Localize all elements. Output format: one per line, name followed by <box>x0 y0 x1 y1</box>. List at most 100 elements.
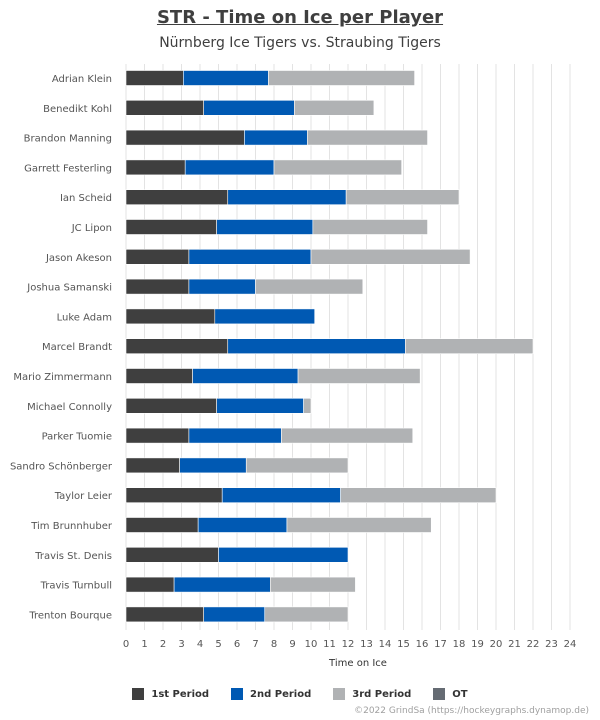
x-tick-label: 0 <box>123 639 129 650</box>
y-tick-label: Michael Connolly <box>27 402 112 413</box>
bar-2nd-period-17 <box>173 576 271 593</box>
bar-3rd-period-3 <box>273 159 402 176</box>
legend-label: OT <box>452 688 468 700</box>
bar-1st-period-7 <box>125 278 190 295</box>
legend-item: OT <box>433 688 468 700</box>
legend-swatch <box>132 688 145 700</box>
x-tick-label: 4 <box>197 639 203 650</box>
bar-2nd-period-3 <box>184 159 275 176</box>
bar-3rd-period-0 <box>268 70 415 86</box>
bar-3rd-period-6 <box>310 249 471 265</box>
chart-title: STR - Time on Ice per Player <box>156 7 444 28</box>
bar-3rd-period-9 <box>405 338 534 355</box>
x-tick-label: 13 <box>360 639 373 650</box>
bar-2nd-period-14 <box>221 487 341 504</box>
chart-subtitle: Nürnberg Ice Tigers vs. Straubing Tigers <box>159 35 441 51</box>
x-tick-label: 17 <box>434 639 447 650</box>
bar-1st-period-6 <box>125 249 190 265</box>
bar-3rd-period-1 <box>294 100 375 116</box>
y-tick-label: Ian Scheid <box>60 193 112 204</box>
bar-1st-period-17 <box>125 576 175 593</box>
y-tick-label: Mario Zimmermann <box>13 372 112 383</box>
bar-3rd-period-4 <box>345 189 460 205</box>
y-tick-label: Brandon Manning <box>24 134 112 145</box>
legend-item: 1st Period <box>132 688 209 700</box>
x-tick-label: 15 <box>397 639 410 650</box>
x-tick-label: 20 <box>490 639 503 650</box>
bar-3rd-period-18 <box>264 606 349 623</box>
y-tick-label: Trenton Bourque <box>28 610 112 621</box>
bar-3rd-period-15 <box>286 517 432 533</box>
y-tick-labels: Adrian Klein Benedikt Kohl Brandon Manning… <box>10 74 113 621</box>
bar-2nd-period-7 <box>188 278 256 295</box>
y-tick-label: Benedikt Kohl <box>43 104 112 115</box>
bar-1st-period-11 <box>125 397 217 414</box>
bar-1st-period-15 <box>125 517 199 533</box>
bar-1st-period-18 <box>125 606 204 623</box>
x-tick-label: 7 <box>252 639 258 650</box>
stacked-bar-chart: Adrian Klein Benedikt Kohl Brandon Manning… <box>10 64 577 669</box>
x-tick-label: 10 <box>305 639 318 650</box>
bar-3rd-period-13 <box>245 457 349 474</box>
y-tick-label: Joshua Samanski <box>26 283 112 294</box>
bar-1st-period-14 <box>125 487 223 504</box>
y-tick-label: Parker Tuomie <box>42 432 112 443</box>
legend: 1st Period 2nd Period 3rd Period OT <box>0 688 600 700</box>
bar-2nd-period-12 <box>188 427 282 444</box>
bar-2nd-period-1 <box>203 100 295 116</box>
y-tick-label: Taylor Leier <box>54 491 113 502</box>
x-tick-label: 16 <box>416 639 429 650</box>
legend-swatch <box>333 688 346 700</box>
y-tick-label: Jason Akeson <box>45 253 112 264</box>
y-tick-label: Tim Brunnhuber <box>30 521 113 532</box>
bar-1st-period-10 <box>125 368 193 384</box>
legend-item: 2nd Period <box>231 688 311 700</box>
x-tick-label: 9 <box>289 639 295 650</box>
bar-1st-period-3 <box>125 159 186 176</box>
x-tick-label: 23 <box>545 639 558 650</box>
x-tick-label: 2 <box>160 639 166 650</box>
y-tick-label: JC Lipon <box>71 223 112 234</box>
x-tick-label: 1 <box>141 639 147 650</box>
bar-2nd-period-4 <box>227 189 347 205</box>
y-tick-label: Adrian Klein <box>52 74 112 85</box>
y-tick-label: Marcel Brandt <box>42 342 112 353</box>
legend-swatch <box>433 688 446 700</box>
bar-3rd-period-11 <box>303 397 312 414</box>
bar-3rd-period-7 <box>255 278 364 295</box>
bar-2nd-period-15 <box>197 517 288 533</box>
bar-2nd-period-8 <box>214 308 316 325</box>
bar-2nd-period-16 <box>218 546 349 563</box>
y-tick-label: Sandro Schönberger <box>10 461 113 472</box>
x-tick-label: 5 <box>215 639 221 650</box>
bar-2nd-period-18 <box>203 606 266 623</box>
credit-text: ©2022 GrindSa (https://hockeygraphs.dyna… <box>354 706 589 716</box>
x-tick-label: 22 <box>527 639 540 650</box>
x-tick-label: 18 <box>453 639 466 650</box>
bar-3rd-period-17 <box>269 576 356 593</box>
x-tick-label: 12 <box>342 639 355 650</box>
bar-3rd-period-5 <box>312 219 428 235</box>
bar-3rd-period-14 <box>340 487 497 504</box>
x-tick-labels: 0 1 2 3 4 5 6 7 8 9 10 11 12 13 14 15 16 17 18 19 20 21 22 23 24 <box>123 639 577 650</box>
y-tick-label: Luke Adam <box>57 312 112 323</box>
legend-label: 2nd Period <box>250 688 312 700</box>
bar-1st-period-2 <box>125 129 245 146</box>
x-tick-label: 8 <box>271 639 277 650</box>
bar-2nd-period-13 <box>179 457 247 474</box>
bar-3rd-period-2 <box>306 129 428 146</box>
y-tick-label: Garrett Festerling <box>24 163 112 174</box>
legend-swatch <box>231 688 244 700</box>
x-tick-label: 11 <box>323 639 336 650</box>
bar-1st-period-13 <box>125 457 180 474</box>
x-axis-title: Time on Ice <box>328 658 387 669</box>
bar-2nd-period-11 <box>216 397 304 414</box>
x-tick-label: 21 <box>508 639 521 650</box>
bar-2nd-period-2 <box>244 129 308 146</box>
legend-item: 3rd Period <box>333 688 411 700</box>
x-tick-label: 19 <box>471 639 484 650</box>
bar-1st-period-0 <box>125 70 184 86</box>
bar-3rd-period-12 <box>281 427 414 444</box>
x-tick-label: 6 <box>234 639 240 650</box>
bars <box>125 70 534 623</box>
